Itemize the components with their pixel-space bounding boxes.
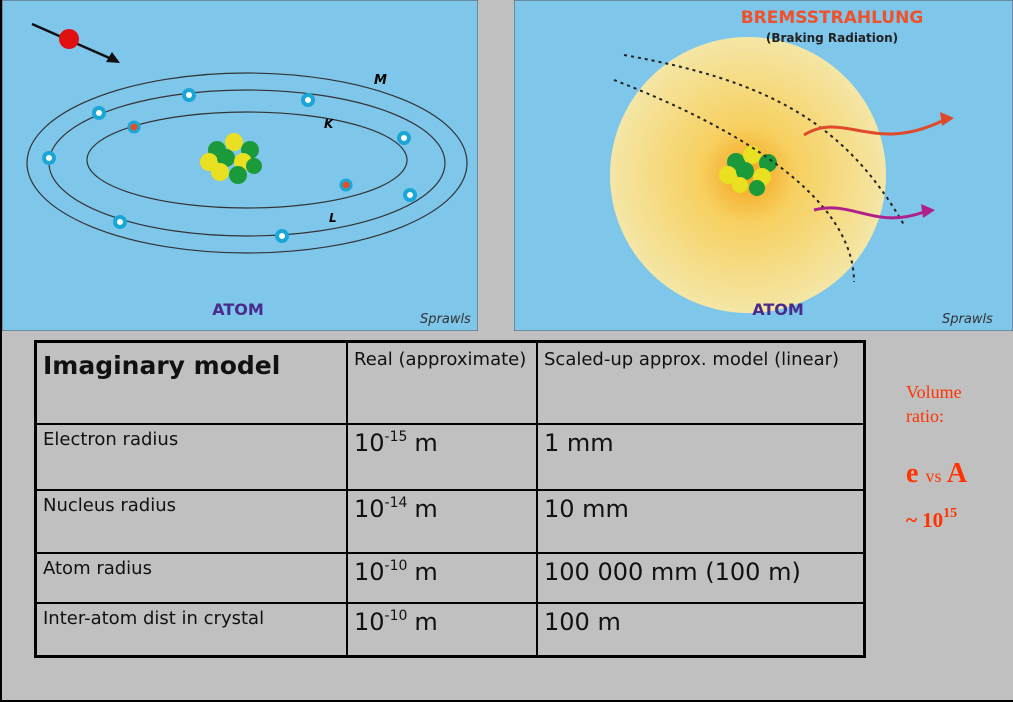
panel-title: BREMSSTRAHLUNG	[741, 8, 924, 28]
signature: Sprawls	[942, 312, 993, 327]
orbit-m	[26, 72, 468, 254]
header-cell: Imaginary model	[34, 340, 348, 425]
bremsstrahlung-illustration: BREMSSTRAHLUNG (Braking Radiation) ATOM …	[514, 0, 1013, 331]
signature: Sprawls	[420, 312, 471, 327]
exponent: 15	[943, 506, 958, 521]
exponent: -14	[384, 494, 408, 511]
header-cell: Real (approximate)	[346, 340, 538, 425]
atom-illustration: M K L ATOM Sprawls	[2, 0, 478, 331]
note-label: Volume ratio:	[906, 382, 962, 426]
unit: m	[414, 557, 438, 586]
table-row: Electron radius 10-15 m 1 mm	[34, 422, 866, 491]
nucleus	[200, 133, 262, 184]
base: 10	[922, 508, 944, 532]
photon-arrow	[921, 204, 935, 218]
scaled-cell: 1 mm	[536, 422, 866, 491]
exponent: -15	[384, 428, 408, 445]
caption: ATOM	[752, 300, 804, 319]
photon	[813, 206, 925, 220]
magnitude: ~ 1015	[906, 506, 1006, 533]
scaled-cell: 10 mm	[536, 488, 866, 554]
electron-path	[613, 79, 855, 283]
base: 10	[354, 607, 385, 636]
incoming-electron	[59, 29, 79, 49]
base: 10	[354, 428, 385, 457]
unit: m	[414, 607, 438, 636]
row-label: Inter-atom dist in crystal	[34, 601, 348, 658]
base: 10	[354, 557, 385, 586]
table-row: Nucleus radius 10-14 m 10 mm	[34, 488, 866, 554]
row-label: Atom radius	[34, 551, 348, 604]
unit: m	[414, 494, 438, 523]
exponent: -10	[384, 557, 408, 574]
prefix: ~	[906, 508, 917, 532]
row-label: Nucleus radius	[34, 488, 348, 554]
electrons	[42, 88, 417, 243]
table-row: Inter-atom dist in crystal 10-10 m 100 m	[34, 601, 866, 658]
header-cell: Scaled-up approx. model (linear)	[536, 340, 866, 425]
orbit-label: M	[374, 73, 387, 88]
photon	[803, 118, 945, 137]
comparison: e vs A	[906, 458, 1006, 490]
real-cell: 10-14 m	[346, 488, 538, 554]
side-note: Volume ratio: e vs A ~ 1015	[906, 380, 1006, 533]
photon-arrow	[940, 112, 954, 126]
arrow-head	[106, 52, 120, 63]
exponent: -10	[384, 607, 408, 624]
table-row: Atom radius 10-10 m 100 000 mm (100 m)	[34, 551, 866, 604]
orbit-k	[86, 111, 408, 209]
caption: ATOM	[212, 300, 264, 319]
atom-symbol: A	[946, 458, 968, 489]
nucleus	[719, 146, 777, 196]
scale-table: Imaginary model Real (approximate) Scale…	[34, 340, 866, 658]
base: 10	[354, 494, 385, 523]
electron-symbol: e	[906, 458, 919, 489]
real-cell: 10-15 m	[346, 422, 538, 491]
real-cell: 10-10 m	[346, 601, 538, 658]
versus: vs	[925, 466, 942, 486]
panel-subtitle: (Braking Radiation)	[766, 31, 898, 45]
scaled-cell: 100 m	[536, 601, 866, 658]
scaled-cell: 100 000 mm (100 m)	[536, 551, 866, 604]
orbit-label: K	[324, 117, 335, 131]
header-row: Imaginary model Real (approximate) Scale…	[34, 340, 866, 425]
electron-path	[623, 54, 905, 226]
real-cell: 10-10 m	[346, 551, 538, 604]
inner-electron	[339, 178, 353, 192]
unit: m	[414, 428, 438, 457]
row-label: Electron radius	[34, 422, 348, 491]
orbit-label: L	[329, 211, 337, 225]
inner-electron	[127, 120, 141, 134]
